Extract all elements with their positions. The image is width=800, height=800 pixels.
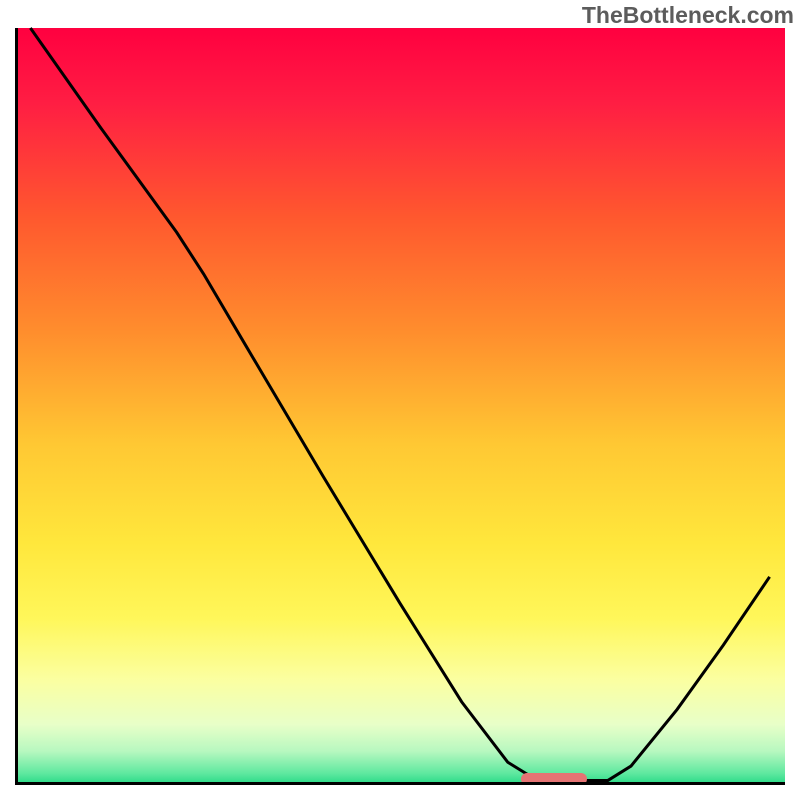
watermark-text: TheBottleneck.com	[582, 2, 794, 29]
plot-area	[15, 28, 785, 785]
x-axis	[15, 782, 785, 785]
bottleneck-curve	[15, 28, 785, 785]
chart-container: TheBottleneck.com	[0, 0, 800, 800]
y-axis	[15, 28, 18, 785]
